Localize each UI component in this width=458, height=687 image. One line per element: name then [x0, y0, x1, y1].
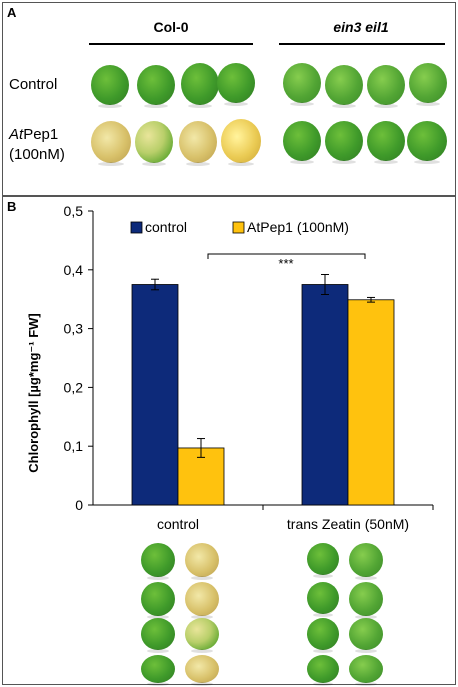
leaf-col0-control-1	[91, 65, 129, 108]
group-rule-ein3eil1	[279, 43, 445, 45]
x-tick-label: control	[157, 516, 199, 532]
leaf-ein3-atpep1-4	[407, 121, 447, 164]
leaf-col0-atpep1-1	[91, 121, 131, 166]
y-tick-label: 0,5	[64, 203, 84, 219]
leaf-b-zeatin-atpep1-3	[349, 618, 383, 653]
leaf-b-control-1	[141, 543, 175, 580]
row-label-atpep1: AtPep1	[9, 125, 58, 144]
y-tick-label: 0,4	[64, 262, 84, 278]
bar	[301, 284, 349, 506]
leaf-col0-control-3	[181, 63, 219, 108]
leaf-b-zeatin-control-2	[307, 582, 339, 617]
legend-swatch	[130, 221, 143, 234]
legend-swatch	[232, 221, 245, 234]
bar	[131, 284, 179, 506]
group-header-ein3eil1: ein3 eil1	[333, 19, 389, 35]
leaf-ein3-atpep1-2	[325, 121, 363, 164]
error-bars	[151, 274, 375, 458]
leaf-b-atpep1-2	[185, 582, 219, 619]
leaf-ein3-atpep1-3	[367, 121, 405, 164]
y-tick-label: 0,2	[64, 379, 84, 395]
bracket-line	[207, 253, 366, 259]
leaf-col0-atpep1-2	[135, 121, 173, 166]
panel-b: B 0 0,1 0,2 0,3 0,4 0,5 control trans Zeatin (…	[2, 196, 456, 686]
leaf-b-zeatin-atpep1-1	[349, 543, 383, 580]
leaf-col0-atpep1-3	[179, 121, 217, 166]
leaf-b-zeatin-atpep1-2	[349, 582, 383, 619]
y-tick-label: 0	[75, 497, 83, 513]
leaf-b-control-3	[141, 618, 175, 653]
bars	[131, 284, 395, 506]
group-header-col0: Col-0	[153, 19, 189, 35]
leaf-ein3-control-1	[283, 63, 321, 106]
x-tick-label: trans Zeatin (50nM)	[287, 516, 409, 532]
group-rule-col0	[89, 43, 253, 45]
legend-label: control	[145, 219, 187, 235]
significance-stars: ***	[278, 256, 293, 271]
bar	[347, 299, 395, 506]
leaf-b-zeatin-control-1	[307, 543, 339, 578]
y-axis-label: Chlorophyll [µg*mg⁻¹ FW]	[26, 313, 41, 473]
atpep1-suffix: Pep1	[23, 126, 59, 143]
panel-a: A Col-0 ein3 eil1 Control AtPep1 (100nM)	[2, 2, 456, 196]
leaf-b-zeatin-control-3	[307, 618, 339, 653]
leaf-ein3-atpep1-1	[283, 121, 321, 164]
atpep1-prefix: At	[9, 126, 24, 143]
row-label-concentration: (100nM)	[9, 146, 65, 163]
leaf-col0-control-4	[217, 63, 255, 106]
y-tick-label: 0,3	[64, 321, 84, 337]
leaf-b-atpep1-1	[185, 543, 219, 580]
leaf-b-control-2	[141, 582, 175, 619]
legend-label: AtPep1 (100nM)	[247, 219, 349, 235]
panel-a-label: A	[7, 5, 17, 20]
leaf-col0-atpep1-4	[221, 119, 261, 166]
leaf-col0-control-2	[137, 65, 175, 108]
leaf-ein3-control-4	[409, 63, 447, 106]
legend: control AtPep1 (100nM)	[130, 219, 349, 235]
chlorophyll-chart: 0 0,1 0,2 0,3 0,4 0,5 control trans Zeatin (50…	[26, 203, 434, 532]
row-label-control: Control	[9, 76, 58, 93]
x-axis: control trans Zeatin (50nM)	[93, 504, 434, 532]
significance-bracket: ***	[207, 253, 366, 271]
leaf-b-control-4	[141, 655, 175, 686]
leaf-b-zeatin-control-4	[307, 655, 339, 686]
leaf-ein3-control-3	[367, 65, 405, 108]
y-tick-label: 0,1	[64, 438, 84, 454]
leaf-b-atpep1-4	[185, 655, 219, 686]
leaf-b-zeatin-atpep1-4	[349, 655, 383, 686]
panel-b-label: B	[7, 199, 17, 214]
leaf-b-atpep1-3	[185, 618, 219, 653]
leaf-ein3-control-2	[325, 65, 363, 108]
y-axis: 0 0,1 0,2 0,3 0,4 0,5	[64, 203, 94, 513]
